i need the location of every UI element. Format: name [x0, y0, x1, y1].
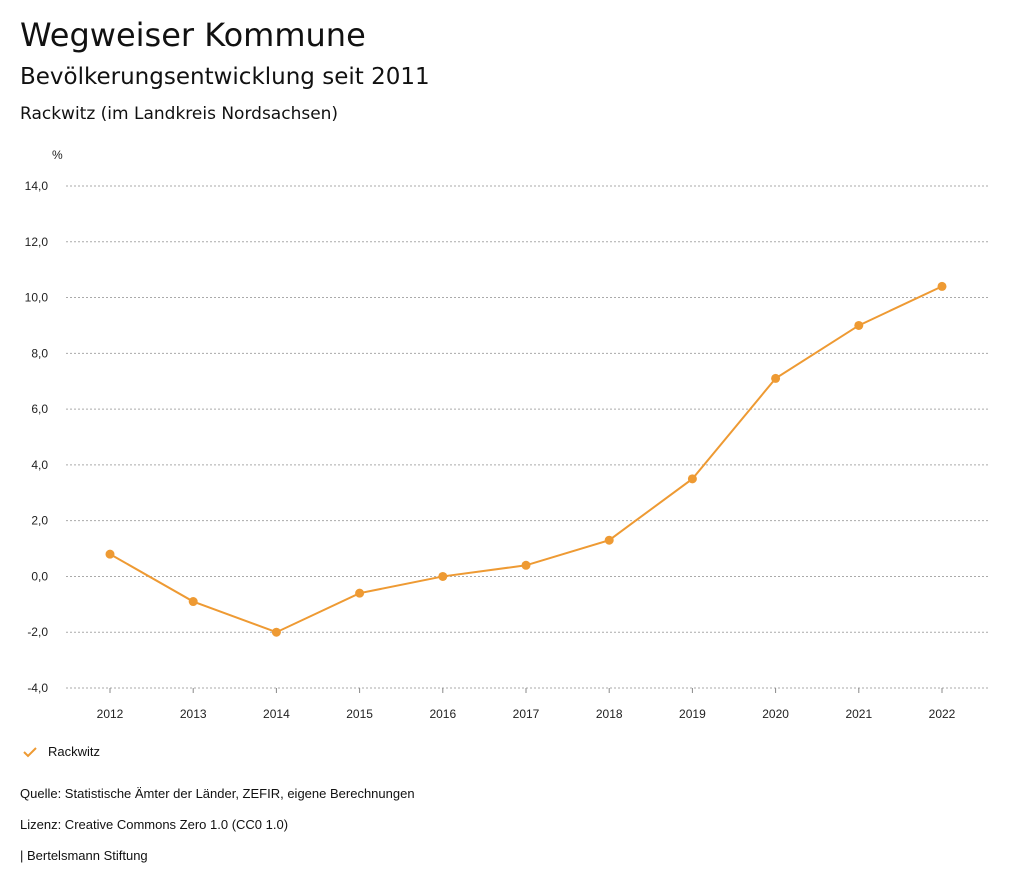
x-tick-label: 2022: [929, 707, 956, 721]
data-point: [771, 373, 781, 383]
data-point: [687, 474, 697, 484]
check-icon: [23, 746, 37, 757]
x-tick-label: 2015: [346, 707, 373, 721]
x-tick-label: 2021: [845, 707, 872, 721]
y-tick-label: 2,0: [31, 514, 48, 528]
series-line-rackwitz: [109, 285, 943, 634]
line-chart: % 14,0 12,0 10,0 8,0 6,0 4,0 2,0 0,0 -2,0 -4,0 201…: [25, 148, 990, 721]
data-point: [271, 627, 281, 637]
data-point: [188, 597, 198, 607]
y-axis-label: %: [52, 148, 63, 162]
x-tick-label: 2018: [596, 707, 623, 721]
x-tick-label: 2017: [513, 707, 540, 721]
y-tick-label: 8,0: [31, 346, 48, 360]
y-tick-label: 14,0: [25, 179, 49, 193]
legend-item-rackwitz[interactable]: Rackwitz: [22, 744, 100, 759]
region-label: Rackwitz (im Landkreis Nordsachsen): [20, 104, 339, 124]
x-tick-label: 2019: [679, 707, 706, 721]
y-tick-label: 6,0: [31, 402, 48, 416]
y-tick-label: -4,0: [27, 681, 48, 695]
data-point: [355, 588, 365, 598]
page-title: Wegweiser Kommune: [20, 16, 366, 54]
license-note: Lizenz: Creative Commons Zero 1.0 (CC0 1…: [20, 817, 289, 832]
data-point: [438, 571, 448, 581]
data-point: [521, 560, 531, 570]
legend-label: Rackwitz: [48, 744, 101, 759]
source-note: Quelle: Statistische Ämter der Länder, Z…: [20, 786, 415, 801]
data-point: [937, 281, 947, 291]
x-tick-label: 2020: [762, 707, 789, 721]
y-tick-label: 4,0: [31, 458, 48, 472]
data-point: [105, 549, 115, 559]
data-point: [854, 320, 864, 330]
data-point: [604, 535, 614, 545]
y-tick-label: 10,0: [25, 291, 49, 305]
y-tick-label: -2,0: [27, 625, 48, 639]
x-tick-label: 2016: [429, 707, 456, 721]
x-tick-label: 2012: [97, 707, 124, 721]
x-tick-label: 2014: [263, 707, 290, 721]
chart-subtitle: Bevölkerungsentwicklung seit 2011: [20, 64, 430, 90]
x-tick-label: 2013: [180, 707, 207, 721]
publisher-note: | Bertelsmann Stiftung: [20, 848, 148, 863]
y-tick-label: 0,0: [31, 569, 48, 583]
y-tick-label: 12,0: [25, 235, 49, 249]
